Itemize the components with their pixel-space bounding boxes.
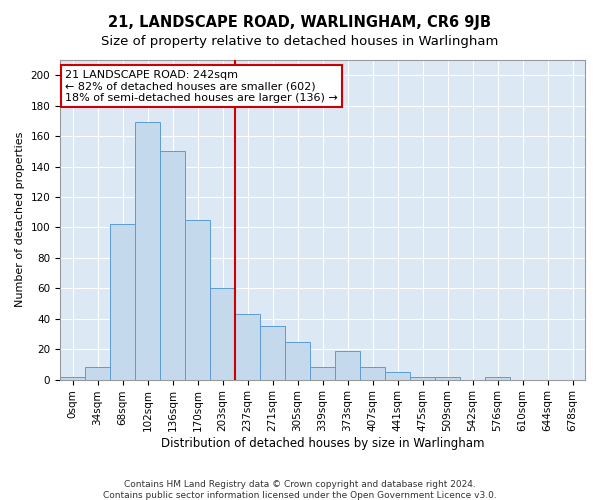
Bar <box>160 152 185 380</box>
Text: Contains HM Land Registry data © Crown copyright and database right 2024.
Contai: Contains HM Land Registry data © Crown c… <box>103 480 497 500</box>
Text: Size of property relative to detached houses in Warlingham: Size of property relative to detached ho… <box>101 35 499 48</box>
Bar <box>435 376 460 380</box>
Bar <box>135 122 160 380</box>
Bar <box>410 376 435 380</box>
Bar <box>310 368 335 380</box>
Bar <box>210 288 235 380</box>
Bar <box>285 342 310 380</box>
Bar <box>335 350 360 380</box>
Bar <box>85 368 110 380</box>
Bar <box>235 314 260 380</box>
Text: 21 LANDSCAPE ROAD: 242sqm
← 82% of detached houses are smaller (602)
18% of semi: 21 LANDSCAPE ROAD: 242sqm ← 82% of detac… <box>65 70 338 103</box>
Y-axis label: Number of detached properties: Number of detached properties <box>15 132 25 308</box>
Bar <box>385 372 410 380</box>
Text: 21, LANDSCAPE ROAD, WARLINGHAM, CR6 9JB: 21, LANDSCAPE ROAD, WARLINGHAM, CR6 9JB <box>109 15 491 30</box>
Bar <box>60 376 85 380</box>
Bar <box>110 224 135 380</box>
Bar <box>360 368 385 380</box>
X-axis label: Distribution of detached houses by size in Warlingham: Distribution of detached houses by size … <box>161 437 484 450</box>
Bar <box>185 220 210 380</box>
Bar <box>260 326 285 380</box>
Bar <box>485 376 510 380</box>
